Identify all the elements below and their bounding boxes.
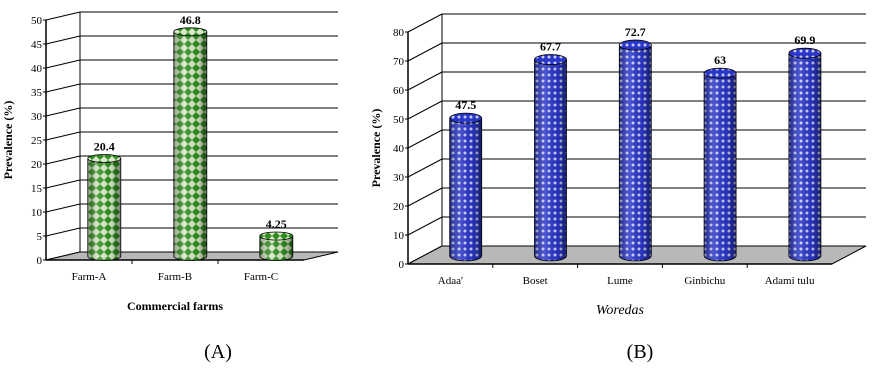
panel-label-a: (A) (204, 341, 232, 363)
chart-b-bar-top (788, 47, 822, 59)
chart-a-y-tick-label: 5 (37, 231, 43, 243)
chart-a-grid-diag (45, 83, 81, 93)
chart-a-y-tick-label: 20 (31, 159, 43, 171)
chart-b-data-label: 63 (714, 53, 726, 67)
chart-a-data-label: 20.4 (94, 139, 115, 153)
chart-a-bar-shade (259, 236, 293, 261)
chart-b-grid-diag (407, 42, 443, 62)
chart-a-bar (87, 154, 122, 261)
chart-a-bar (173, 27, 208, 261)
chart-b-y-tick-label: 40 (393, 143, 405, 155)
chart-a-grid-diag (45, 35, 81, 45)
chart-a-y-tick-label: 45 (31, 39, 43, 51)
chart-b-grid-diag (407, 158, 443, 178)
chart-b-bar-shade (449, 118, 482, 261)
chart-b-data-label: 72.7 (625, 25, 646, 39)
chart-b-bar-shade (704, 73, 737, 261)
chart-b-grid-diag (407, 13, 443, 33)
chart-a-y-tick-label: 10 (31, 207, 43, 219)
chart-a-grid-diag (45, 11, 81, 21)
chart-b-x-tick-label: Adaa' (438, 275, 463, 287)
chart-b-bar-top (534, 54, 567, 65)
chart-b-bar (703, 67, 737, 262)
chart-a-grid-diag (45, 155, 81, 165)
chart-b-x-tick-label: Lume (607, 275, 633, 287)
chart-a-grid-diag (45, 131, 81, 141)
chart-b-grid-diag (407, 216, 443, 236)
chart-a-bar-shade (87, 158, 121, 261)
chart-b-bar (618, 39, 652, 262)
chart-b-y-tick-label: 70 (393, 56, 405, 68)
chart-a-grid-diag (45, 203, 81, 213)
chart-b-y-tick-label: 50 (393, 114, 405, 126)
chart-b: 0 10 20 30 40 50 60 70 80 47.5 Adaa' 67.7 Boset 72.7 L… (369, 13, 867, 318)
chart-b-grid-diag (407, 129, 443, 149)
chart-a-grid-diag (45, 59, 81, 69)
panel-label-b: (B) (627, 341, 654, 363)
chart-b-bar-top (449, 112, 483, 124)
chart-b-x-tick-label: Adami tulu (765, 275, 815, 287)
chart-b-bar-shade (788, 53, 821, 261)
chart-b-y-axis-title: Prevalence (%) (369, 109, 383, 188)
chart-a-bar (259, 231, 294, 261)
chart-b-bar (449, 112, 483, 262)
chart-b-y-tick-label: 60 (393, 85, 405, 97)
chart-b-data-label: 69.9 (794, 33, 815, 47)
chart-a-data-label: 46.8 (180, 13, 201, 27)
chart-a-data-label: 4.25 (266, 217, 287, 231)
chart-a-grid-diag (45, 227, 81, 237)
chart-a-bar-top (259, 231, 294, 241)
chart-b-grid-diag (407, 71, 443, 91)
chart-b-y-tick-label: 0 (399, 259, 405, 271)
chart-b-data-label: 67.7 (540, 40, 561, 54)
chart-b-bar (534, 54, 567, 262)
chart-a-x-tick-label: Farm-B (158, 271, 192, 283)
chart-a-bar-shade (173, 31, 207, 261)
chart-b-grid-diag (407, 187, 443, 207)
chart-a: 0 5 10 15 20 25 30 35 40 45 50 20.4 Farm-A 46.8 Farm-B… (1, 11, 339, 313)
chart-a-x-tick-label: Farm-C (244, 271, 278, 283)
chart-b-bar (788, 47, 822, 262)
chart-a-x-axis-title: Commercial farms (127, 299, 223, 313)
chart-b-y-tick-label: 20 (393, 201, 405, 213)
chart-b-bar-top (618, 39, 652, 51)
chart-a-y-tick-label: 30 (31, 111, 43, 123)
chart-b-y-tick-label: 80 (393, 27, 405, 39)
chart-b-y-tick-label: 10 (393, 230, 405, 242)
chart-a-y-tick-label: 50 (31, 15, 43, 27)
chart-b-bar-shade (534, 59, 567, 261)
chart-b-x-tick-label: Ginbichu (684, 275, 725, 287)
chart-a-y-tick-label: 0 (37, 255, 43, 267)
chart-b-data-label: 47.5 (455, 98, 476, 112)
chart-a-y-tick-label: 15 (31, 183, 43, 195)
chart-b-grid-diag (407, 100, 443, 120)
chart-a-grid-diag (45, 179, 81, 189)
chart-a-bar-top (173, 27, 208, 37)
chart-a-grid-diag (45, 107, 81, 117)
chart-b-x-axis-title: Woredas (596, 303, 645, 318)
chart-a-y-tick-label: 25 (31, 135, 43, 147)
chart-b-bar-top (703, 67, 737, 79)
chart-b-x-tick-label: Boset (523, 275, 548, 287)
chart-b-y-tick-label: 30 (393, 172, 405, 184)
chart-a-y-tick-label: 40 (31, 63, 43, 75)
chart-a-x-tick-label: Farm-A (72, 271, 107, 283)
chart-a-y-axis-title: Prevalence (%) (1, 101, 15, 180)
chart-a-y-tick-label: 35 (31, 87, 43, 99)
chart-b-bar-shade (619, 45, 652, 261)
chart-a-bar-top (87, 154, 122, 163)
